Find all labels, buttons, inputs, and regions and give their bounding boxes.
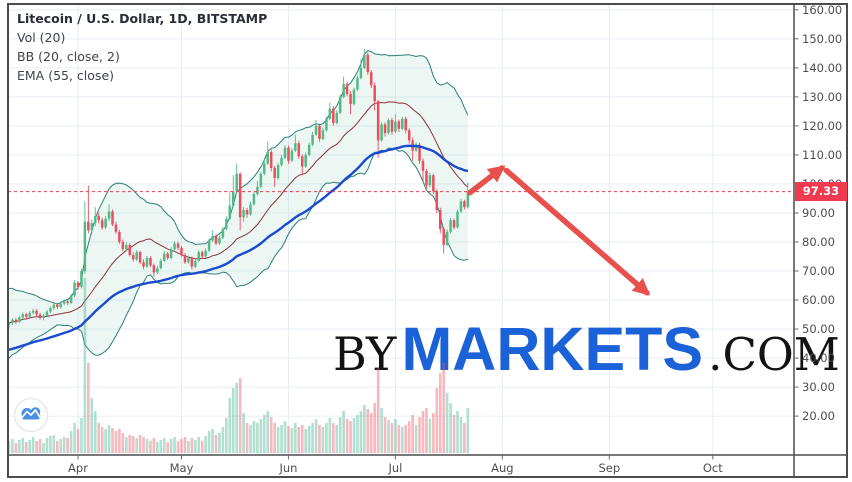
month-label: May (169, 461, 194, 475)
trend-arrow-annotation[interactable] (467, 165, 506, 196)
month-label: Sep (598, 461, 621, 475)
price-tick-label: 20.00 (802, 409, 835, 424)
price-tick-label: 40.00 (802, 351, 835, 366)
legend-symbol-title[interactable]: Litecoin / U.S. Dollar, 1D, BITSTAMP (17, 11, 268, 26)
grid-layer (8, 4, 794, 455)
price-tick-label: 110.00 (802, 147, 843, 162)
trend-arrow-annotation[interactable] (503, 167, 651, 296)
watermark: BY MARKETS .COM (333, 315, 840, 383)
watermark-brand: MARKETS (401, 315, 703, 383)
cloud-chart-glyph (21, 407, 41, 420)
legend-indicator-vol[interactable]: Vol (20) (17, 30, 66, 45)
price-tick-label: 50.00 (802, 322, 835, 337)
price-tick-label: 30.00 (802, 380, 835, 395)
month-label: Aug (491, 461, 514, 475)
price-tick-label: 70.00 (802, 264, 835, 278)
price-tick-label: 90.00 (802, 205, 835, 220)
last-price-label: 97.33 (795, 182, 847, 202)
price-axis[interactable]: 97.33 160.00 150.00 140.00 130.00 120.00 110.… (794, 0, 852, 482)
price-tick-label: 60.00 (802, 293, 835, 308)
chart-legend: Litecoin / U.S. Dollar, 1D, BITSTAMP Vol… (17, 9, 267, 85)
time-axis[interactable]: Apr May Jun Jul Aug Sep Oct (0, 456, 852, 482)
price-tick-label: 160.00 (802, 2, 843, 17)
price-tick-label: 140.00 (802, 60, 843, 75)
month-label: Jul (388, 461, 403, 475)
series-layer (7, 48, 794, 453)
legend-indicator-ema[interactable]: EMA (55, close) (17, 68, 115, 83)
month-label: Jun (279, 461, 298, 475)
watermark-com: .COM (708, 328, 840, 381)
price-tick-label: 80.00 (802, 234, 835, 249)
price-tick-label: 130.00 (802, 89, 843, 104)
price-tick-label: 150.00 (802, 31, 843, 46)
legend-indicator-bb[interactable]: BB (20, close, 2) (17, 49, 120, 64)
price-tick-label: 120.00 (802, 118, 843, 133)
month-label: Oct (702, 461, 723, 475)
month-label: Apr (68, 461, 88, 475)
annotation-layer[interactable] (7, 3, 848, 478)
watermark-by: BY (333, 327, 397, 381)
chart-logo-icon[interactable] (13, 397, 49, 433)
